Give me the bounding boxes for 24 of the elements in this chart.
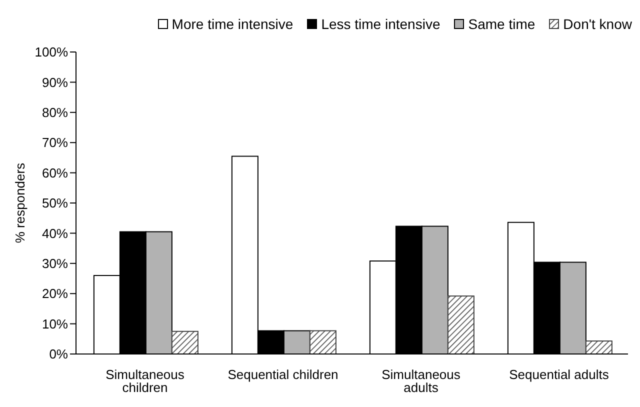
x-tick-label: Simultaneous adults [382, 367, 461, 396]
x-tick-label: Sequential adults [509, 367, 610, 382]
bar [585, 340, 612, 354]
y-tick-label: 20% [42, 286, 68, 302]
y-tick-label: 80% [42, 105, 68, 120]
y-tick-label: 50% [42, 196, 68, 211]
y-axis-title: % responders [12, 162, 28, 244]
legend-label: Same time [468, 16, 536, 32]
legend-label: Less time intensive [321, 16, 440, 32]
y-tick-label: 90% [42, 74, 68, 90]
y-tick-label: 10% [42, 316, 68, 332]
y-tick-label: 40% [42, 226, 68, 241]
y-tick-label: 70% [42, 135, 68, 150]
x-tick-label: Sequential children [228, 367, 338, 382]
y-tick-label: 60% [42, 165, 68, 180]
bar [309, 330, 336, 354]
y-tick-label: 100% [34, 44, 68, 60]
bar [447, 296, 474, 354]
x-tick-label: Simultaneous children [106, 367, 185, 396]
y-tick-label: 30% [42, 256, 68, 272]
legend-label: More time intensive [172, 16, 294, 32]
y-tick-label: 0% [49, 346, 68, 362]
bar [171, 330, 198, 354]
legend-label: Don't know [563, 16, 632, 32]
